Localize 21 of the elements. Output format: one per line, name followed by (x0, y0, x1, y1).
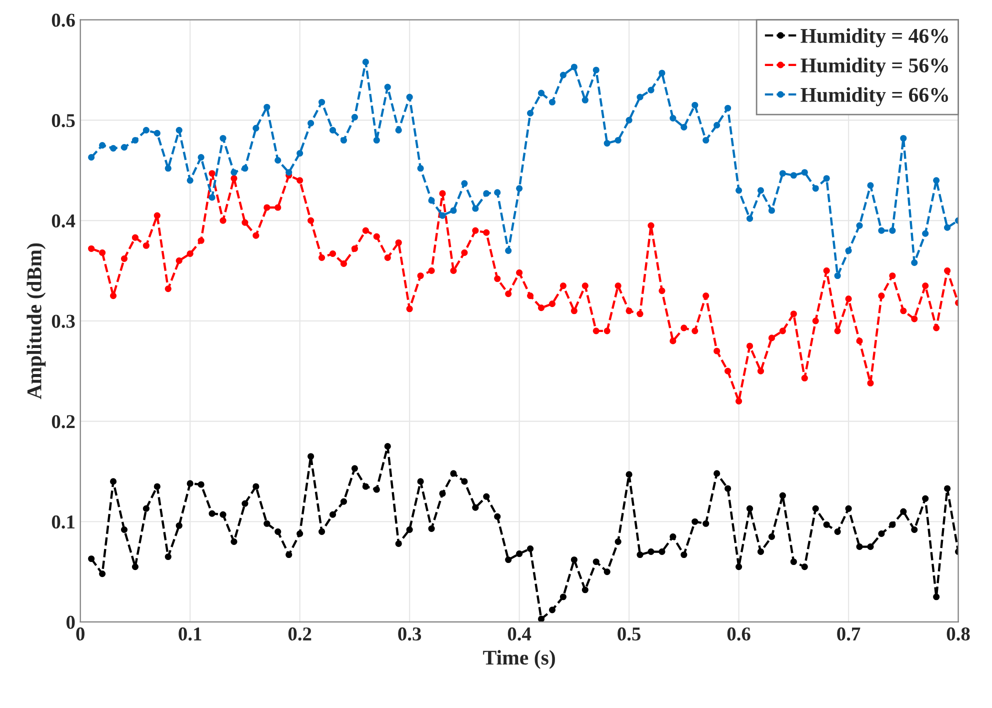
legend-label: Humidity = 46% (800, 28, 948, 48)
x-tick-label: 0.2 (288, 627, 312, 641)
y-tick-label: 0.1 (52, 515, 74, 529)
x-tick-label: 0.5 (618, 627, 640, 641)
x-tick-label: 0.7 (837, 627, 860, 641)
x-tick-label: 0.4 (508, 627, 532, 641)
x-tick-label: 0.6 (727, 627, 750, 641)
legend-label: Humidity = 56% (800, 58, 948, 77)
y-tick-label: 0.3 (52, 314, 75, 328)
y-tick-label: 0.4 (52, 214, 76, 228)
y-tick-label: 0.6 (52, 14, 75, 27)
x-tick-label: 0 (76, 627, 84, 641)
y-axis-title: Amplitude (dBm) (26, 243, 46, 400)
x-axis-title: Time (s) (483, 650, 555, 669)
x-tick-label: 0.3 (398, 627, 422, 641)
y-tick-label: 0.5 (52, 114, 75, 128)
legend-label: Humidity = 66% (800, 87, 948, 106)
x-tick-label: 0.1 (178, 627, 202, 641)
y-tick-label: 0.2 (52, 415, 75, 428)
y-tick-label: 0 (66, 616, 75, 629)
x-tick-label: 0.8 (946, 627, 970, 641)
